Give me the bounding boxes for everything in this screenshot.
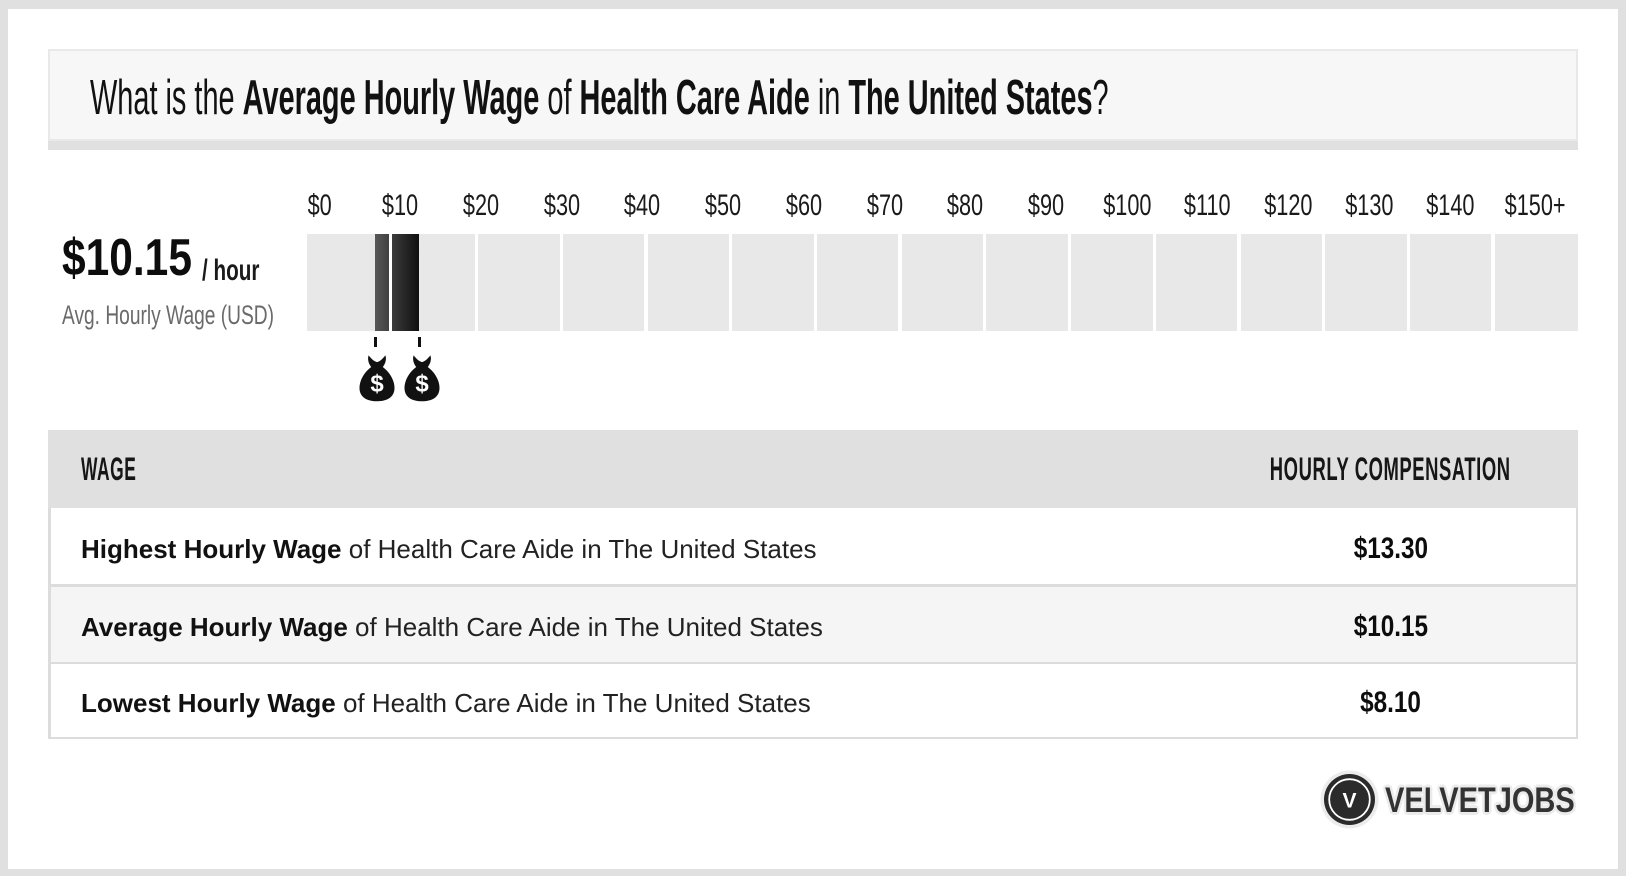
svg-text:$: $ bbox=[415, 370, 429, 397]
svg-text:$: $ bbox=[371, 370, 385, 397]
svg-text:V: V bbox=[1342, 790, 1356, 813]
